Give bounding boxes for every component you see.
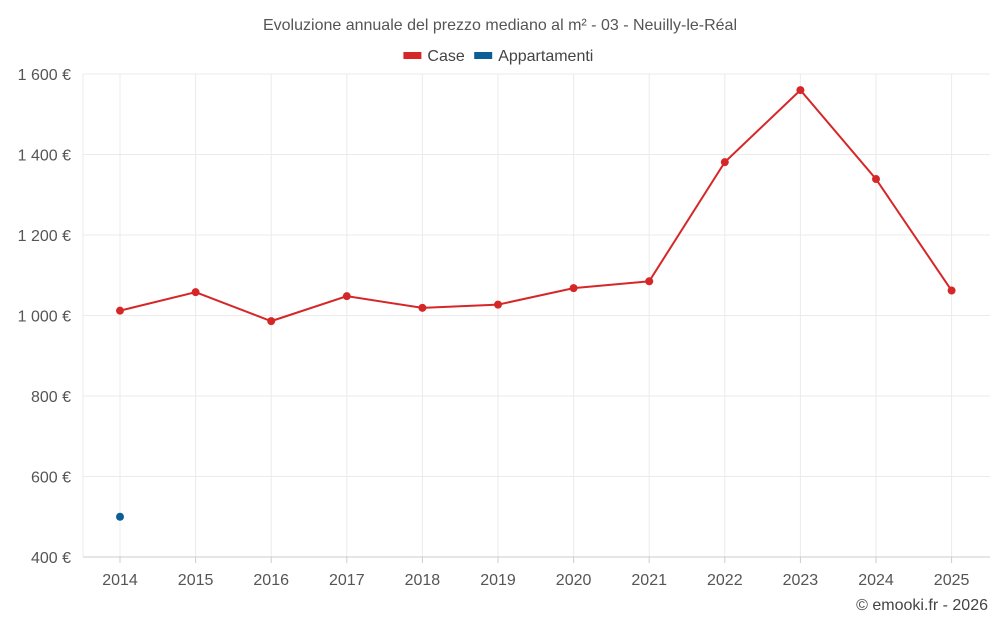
legend: Case Appartamenti — [403, 48, 593, 65]
x-tick-label: 2017 — [329, 572, 365, 589]
data-point[interactable] — [645, 277, 654, 286]
y-axis-tick-labels: 400 € 600 € 800 € 1 000 € 1 200 € 1 400 € 1 60… — [18, 67, 71, 567]
data-point[interactable] — [569, 284, 578, 293]
y-tick-label: 1 000 € — [18, 309, 71, 326]
legend-swatch — [403, 52, 422, 59]
legend-label: Case — [427, 48, 464, 65]
y-tick-label: 1 400 € — [18, 148, 71, 165]
data-point[interactable] — [947, 286, 956, 295]
x-axis-tick-labels: 2014 2015 2016 2017 2018 2019 2020 2021 2022 2023… — [102, 572, 969, 589]
y-tick-label: 1 600 € — [18, 67, 71, 84]
y-tick-label: 1 200 € — [18, 228, 71, 245]
y-tick-label: 600 € — [31, 470, 71, 487]
series-appartamenti — [116, 512, 124, 521]
legend-item-case[interactable]: Case — [403, 48, 465, 65]
x-tick-label: 2015 — [178, 572, 214, 589]
x-tick-label: 2021 — [631, 572, 667, 589]
data-point[interactable] — [342, 292, 351, 301]
x-tick-label: 2022 — [707, 572, 743, 589]
axes — [82, 74, 990, 563]
chart-title: Evoluzione annuale del prezzo mediano al… — [263, 17, 737, 34]
data-point[interactable] — [116, 306, 124, 315]
legend-label: Appartamenti — [498, 48, 593, 65]
legend-swatch — [474, 52, 493, 59]
x-tick-label: 2023 — [783, 572, 819, 589]
x-tick-label: 2018 — [405, 572, 441, 589]
x-tick-label: 2025 — [934, 572, 970, 589]
data-point[interactable] — [116, 512, 124, 521]
credit-text: © emooki.fr - 2026 — [856, 597, 988, 614]
x-tick-label: 2024 — [858, 572, 894, 589]
y-tick-label: 400 € — [31, 550, 71, 567]
data-point[interactable] — [872, 175, 880, 184]
data-point[interactable] — [267, 317, 276, 326]
data-point[interactable] — [720, 158, 729, 167]
x-tick-label: 2014 — [102, 572, 138, 589]
data-point[interactable] — [418, 303, 427, 312]
data-point[interactable] — [796, 86, 805, 95]
legend-item-appartamenti[interactable]: Appartamenti — [474, 48, 593, 65]
series-case — [116, 86, 956, 326]
y-tick-label: 800 € — [31, 389, 71, 406]
grid — [83, 73, 990, 557]
x-tick-label: 2016 — [253, 572, 289, 589]
series-line — [119, 88, 953, 323]
series-layer — [116, 86, 956, 521]
x-tick-label: 2019 — [480, 572, 516, 589]
data-point[interactable] — [494, 300, 502, 309]
data-point[interactable] — [191, 288, 200, 297]
x-tick-label: 2020 — [556, 572, 592, 589]
